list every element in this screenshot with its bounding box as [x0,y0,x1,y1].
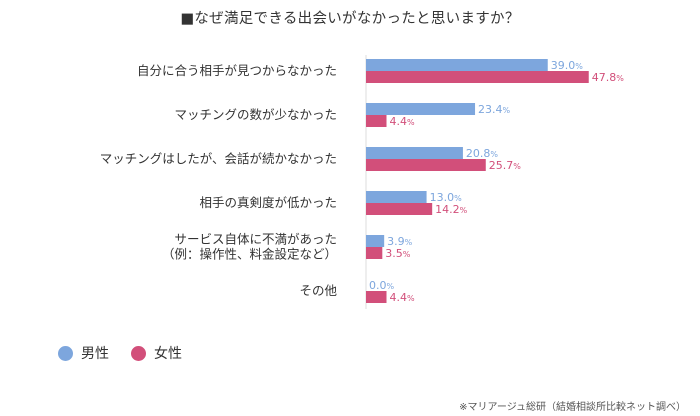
category-label: 自分に合う相手が見つからなかった [137,63,337,78]
value-label: 47.8% [592,71,625,84]
value-label: 14.2% [435,203,468,216]
bar-male [366,147,463,159]
category-label: （例：操作性、料金設定など） [162,247,337,262]
bar-female [366,71,589,83]
category-label: サービス自体に不満があった [174,232,337,247]
bar-female [366,203,433,215]
value-label: 4.4% [390,115,416,128]
value-label: 20.8% [466,147,499,160]
legend: 男性 女性 [58,343,204,363]
value-label: 3.5% [385,247,411,260]
legend-swatch-female [131,345,146,361]
value-label: 4.4% [390,291,416,304]
legend-swatch-male [58,345,73,361]
value-label: 23.4% [478,103,511,116]
legend-item-male: 男性 [58,343,109,363]
bar-male [366,191,427,203]
category-label: その他 [299,283,337,298]
bar-female [366,247,383,259]
value-label: 39.0% [551,59,584,72]
value-label: 25.7% [489,159,521,172]
bar-male [366,103,476,115]
source-note: ※マリアージュ総研（結婚相談所比較ネット調べ） [459,402,686,413]
bar-male [366,59,548,71]
value-label: 3.9% [387,235,413,248]
legend-label-male: 男性 [81,346,109,362]
bar-male [366,235,385,247]
legend-label-female: 女性 [154,346,182,362]
bar-female [366,291,387,303]
legend-item-female: 女性 [131,343,182,363]
category-label: マッチングはしたが、会話が続かなかった [100,151,337,166]
category-label: 相手の真剣度が低かった [199,195,337,210]
bar-female [366,159,486,171]
value-label: 0.0% [369,279,395,292]
bar-female [366,115,387,127]
chart-title: ■なぜ満足できる出会いがなかったと思いますか？ [180,11,520,27]
value-label: 13.0% [430,191,463,204]
category-label: マッチングの数が少なかった [174,107,337,122]
